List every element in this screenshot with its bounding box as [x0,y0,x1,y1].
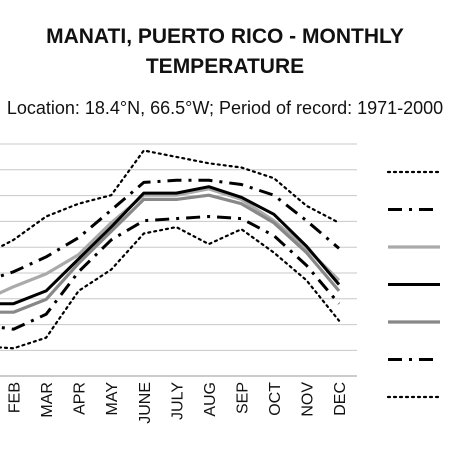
gridlines [0,143,357,377]
chart-subtitle: Location: 18.4°N, 66.5°W; Period of reco… [6,98,444,118]
chart-title: MANATI, PUERTO RICO - MONTHLY TEMPERATUR… [46,25,404,78]
series-line-4 [0,185,341,306]
x-tick-label: APR [72,382,89,415]
x-tick-label: DEC [332,382,349,416]
legend [386,170,442,399]
x-tick-label: FEB [7,382,24,413]
series-line-3 [0,187,341,295]
x-tick-label: JULY [169,382,186,420]
x-tick-label: AUG [202,382,219,417]
x-tick-label: JUNE [137,382,154,424]
x-tick-label: MAY [104,382,121,416]
series-line-6 [0,215,341,331]
series-line-5 [0,193,341,314]
x-tick-label: OCT [267,382,284,416]
x-tick-label: MAR [39,382,56,418]
series-line-7 [0,226,341,350]
series-line-2 [0,178,340,278]
series-lines [0,149,341,350]
x-tick-label: NOV [300,382,317,417]
x-tick-label: SEP [234,382,251,414]
x-axis-ticks: JANFEBMARAPRMAYJUNEJULYAUGSEPOCTNOVDEC [7,382,349,424]
series-line-1 [0,149,341,249]
